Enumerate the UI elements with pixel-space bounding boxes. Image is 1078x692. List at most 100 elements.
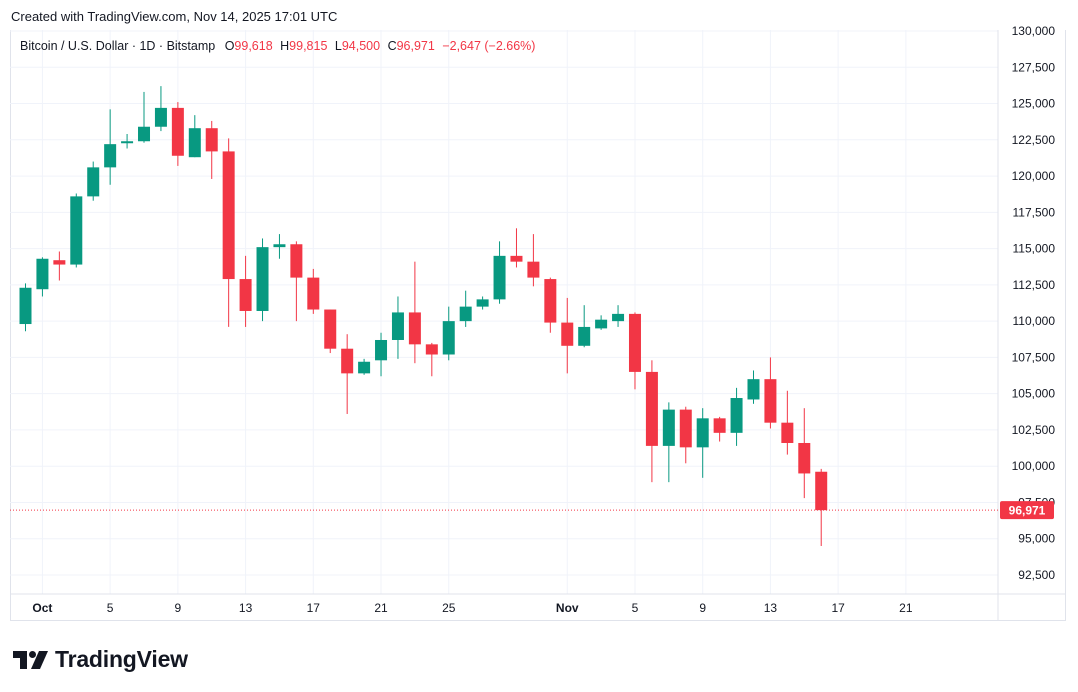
candle-body [273, 244, 286, 248]
candle-body [527, 261, 540, 278]
price-tick-label: 102,500 [1012, 423, 1056, 437]
candle-body [815, 471, 828, 511]
candle-body [713, 418, 726, 433]
candle [679, 406, 692, 464]
candle [527, 234, 540, 287]
candle [171, 102, 184, 166]
candle-body [391, 312, 404, 340]
candle-body [747, 379, 760, 400]
candle [19, 283, 32, 332]
candle-body [87, 167, 100, 197]
candle-body [121, 141, 134, 144]
candle-body [612, 313, 625, 322]
candle-body [798, 442, 811, 474]
candle [425, 342, 438, 377]
candle [70, 193, 83, 268]
candle-body [324, 309, 337, 349]
candle-body [764, 379, 777, 423]
date-tick-label: 13 [764, 601, 778, 615]
candle-body [70, 196, 83, 265]
price-tick-label: 105,000 [1012, 387, 1056, 401]
date-tick-label: 21 [374, 601, 388, 615]
date-tick-label: 17 [307, 601, 321, 615]
candle-body [171, 107, 184, 156]
candle [290, 241, 303, 322]
candle [239, 255, 252, 327]
price-tick-label: 92,500 [1018, 568, 1055, 582]
candle [341, 334, 354, 414]
candle [544, 277, 557, 333]
high-label: H [280, 39, 290, 53]
candle-body [645, 371, 658, 446]
candle [645, 360, 658, 483]
candle [205, 120, 218, 179]
candle-body [36, 258, 49, 290]
candle-body [188, 128, 201, 158]
candle-body [781, 422, 794, 443]
price-tick-label: 125,000 [1012, 97, 1056, 111]
candle [256, 238, 269, 322]
candle [222, 138, 235, 327]
candle [375, 332, 388, 377]
price-tick-label: 100,000 [1012, 459, 1056, 473]
low-label: L [334, 39, 342, 53]
chart-grid [10, 30, 1066, 620]
price-tick-label: 130,000 [1012, 24, 1056, 38]
price-tick-label: 127,500 [1012, 60, 1056, 74]
candle [747, 370, 760, 404]
date-tick-label: 17 [831, 601, 845, 615]
price-tick-label: 115,000 [1013, 242, 1056, 256]
candle [188, 115, 201, 158]
date-tick-label: 21 [899, 601, 913, 615]
candle-body [510, 255, 523, 262]
candle-body [679, 409, 692, 448]
tradingview-logo-text: TradingView [55, 646, 188, 672]
candle-body [154, 107, 167, 127]
candle-body [561, 322, 574, 346]
candle [53, 251, 66, 281]
candle [764, 357, 777, 429]
price-tick-label: 122,500 [1012, 133, 1056, 147]
candle [798, 408, 811, 499]
candle [138, 91, 151, 143]
candle-body [341, 348, 354, 374]
candle-body [358, 361, 371, 374]
low-value: 94,500 [341, 39, 381, 53]
candles [19, 86, 828, 546]
candle-body [222, 151, 235, 280]
candle-body [544, 279, 557, 323]
candle [510, 228, 523, 268]
candle [578, 305, 591, 348]
tradingview-logo-icon [13, 650, 48, 669]
candle [273, 234, 286, 259]
date-tick-label: 25 [442, 601, 456, 615]
change-value: −2,647 (−2.66%) [442, 39, 536, 53]
close-label: C [387, 39, 397, 53]
candle [628, 312, 641, 390]
candle-body [696, 418, 709, 448]
chart-created-caption: Created with TradingView.com, Nov 14, 20… [11, 9, 338, 24]
candle-body [205, 128, 218, 152]
price-tick-label: 107,500 [1012, 350, 1056, 364]
candle-body [408, 312, 421, 345]
candle [781, 390, 794, 455]
date-tick-label: 5 [632, 601, 639, 615]
candle-body [307, 277, 320, 310]
chart-frame [10, 30, 1066, 621]
open-label: O [224, 39, 235, 53]
candle [662, 402, 675, 483]
candle [476, 296, 489, 310]
candle-body [375, 339, 388, 361]
candle-body [595, 319, 608, 329]
price-tick-label: 95,000 [1018, 532, 1055, 546]
tradingview-logo[interactable]: TradingView [13, 646, 188, 673]
candle [358, 358, 371, 375]
candle-body [290, 244, 303, 278]
candle [459, 290, 472, 327]
candle [154, 86, 167, 132]
time-axis: Oct 5 9 13 17 21 25 Nov 5 9 13 17 21 [32, 601, 912, 615]
candle [104, 109, 117, 185]
candle-body [578, 326, 591, 346]
candle-body [239, 279, 252, 311]
